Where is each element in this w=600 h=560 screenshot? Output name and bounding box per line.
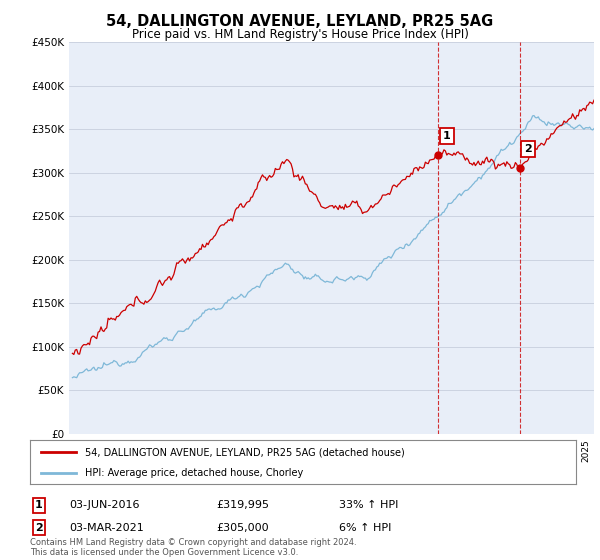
Text: HPI: Average price, detached house, Chorley: HPI: Average price, detached house, Chor… (85, 468, 303, 478)
Text: 54, DALLINGTON AVENUE, LEYLAND, PR25 5AG (detached house): 54, DALLINGTON AVENUE, LEYLAND, PR25 5AG… (85, 447, 404, 457)
Text: 03-JUN-2016: 03-JUN-2016 (69, 500, 139, 510)
Text: 6% ↑ HPI: 6% ↑ HPI (339, 522, 391, 533)
Text: £319,995: £319,995 (216, 500, 269, 510)
Text: 33% ↑ HPI: 33% ↑ HPI (339, 500, 398, 510)
Text: 2: 2 (35, 522, 43, 533)
Text: 1: 1 (443, 131, 451, 141)
Text: 03-MAR-2021: 03-MAR-2021 (69, 522, 144, 533)
Text: Price paid vs. HM Land Registry's House Price Index (HPI): Price paid vs. HM Land Registry's House … (131, 28, 469, 41)
Text: 54, DALLINGTON AVENUE, LEYLAND, PR25 5AG: 54, DALLINGTON AVENUE, LEYLAND, PR25 5AG (106, 14, 494, 29)
Text: £305,000: £305,000 (216, 522, 269, 533)
Text: 1: 1 (35, 500, 43, 510)
Text: 2: 2 (524, 144, 532, 154)
Text: Contains HM Land Registry data © Crown copyright and database right 2024.
This d: Contains HM Land Registry data © Crown c… (30, 538, 356, 557)
